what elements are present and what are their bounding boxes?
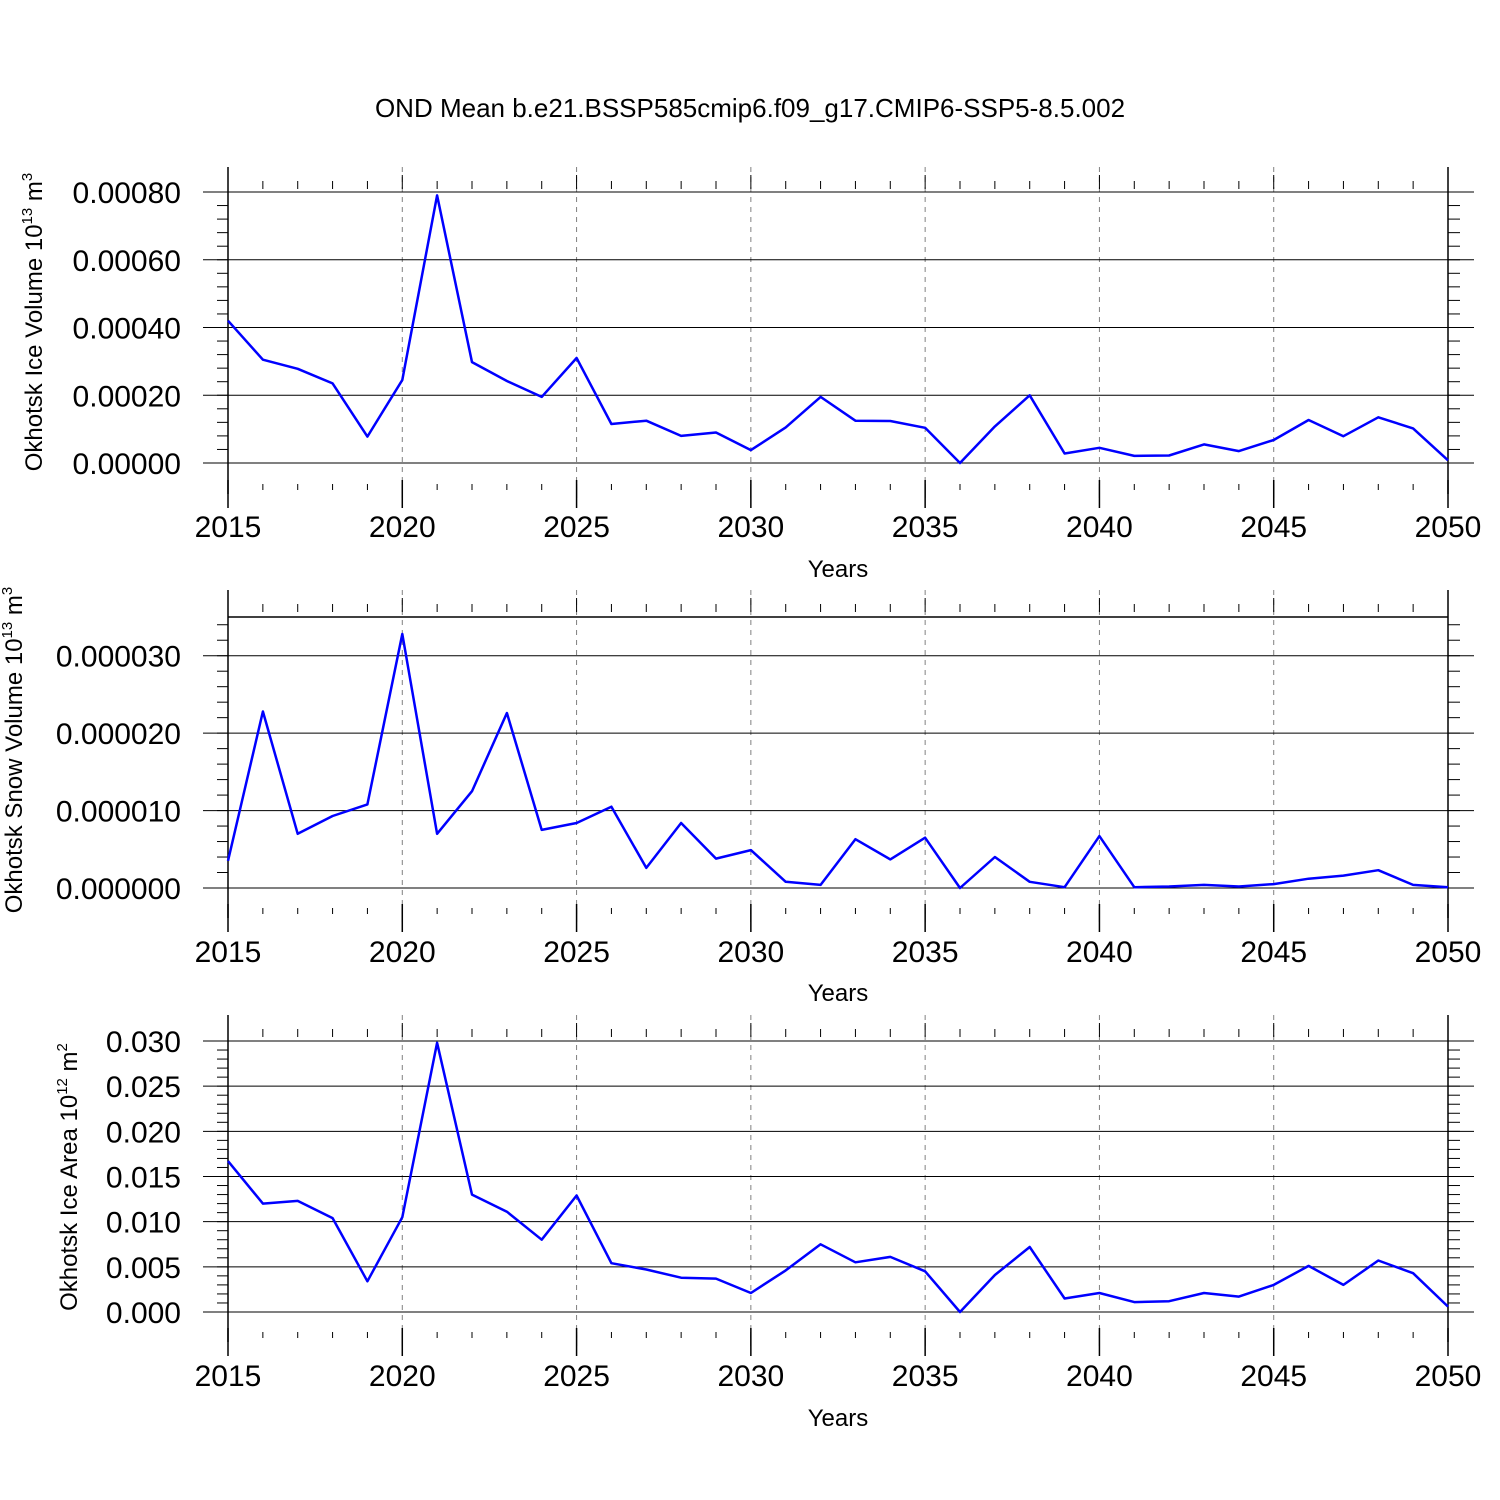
x-tick-label: 2020 xyxy=(369,936,436,969)
x-tick-label: 2015 xyxy=(195,936,262,969)
x-tick-label: 2050 xyxy=(1415,936,1482,969)
y-axis-label-text: Okhotsk Snow Volume 10 xyxy=(1,638,28,913)
y-axis-label-unit: m xyxy=(56,1051,83,1078)
y-tick-label: 0.00020 xyxy=(73,380,181,413)
x-tick-label: 2030 xyxy=(717,936,784,969)
x-tick-label: 2015 xyxy=(195,1360,262,1393)
y-axis-label-text: Okhotsk Ice Area 10 xyxy=(56,1095,83,1311)
chart-title: OND Mean b.e21.BSSP585cmip6.f09_g17.CMIP… xyxy=(375,93,1125,123)
x-tick-label: 2045 xyxy=(1240,936,1307,969)
series-line xyxy=(227,194,1449,465)
y-tick-label: 0.010 xyxy=(106,1207,181,1240)
y-tick-label: 0.000000 xyxy=(56,873,181,906)
x-tick-label: 2035 xyxy=(892,936,959,969)
y-axis-label-unit: m xyxy=(1,595,28,622)
x-tick-label: 2040 xyxy=(1066,1360,1133,1393)
x-tick-label: 2015 xyxy=(195,511,262,544)
x-tick-label: 2050 xyxy=(1415,1360,1482,1393)
y-tick-label: 0.025 xyxy=(106,1071,181,1104)
x-axis-label: Years xyxy=(808,980,869,1007)
y-tick-label: 0.00040 xyxy=(73,313,181,346)
x-tick-label: 2025 xyxy=(543,1360,610,1393)
x-tick-label: 2045 xyxy=(1240,511,1307,544)
y-tick-label: 0.00060 xyxy=(73,245,181,278)
series-line xyxy=(226,632,1449,890)
y-axis-label-exponent: 12 xyxy=(54,1078,71,1095)
x-tick-label: 2025 xyxy=(543,936,610,969)
y-axis-label-unit-exponent: 2 xyxy=(54,1043,71,1051)
y-axis-label-exponent: 13 xyxy=(19,208,36,225)
series-line xyxy=(227,1041,1449,1314)
panel-snow-volume: 0.000000 0.000010 0.000020 0.000030 2015 2020… xyxy=(0,587,1481,1007)
x-tick-label: 2030 xyxy=(717,1360,784,1393)
x-axis-label: Years xyxy=(808,556,869,583)
y-tick-label: 0.015 xyxy=(106,1162,181,1195)
x-tick-label: 2050 xyxy=(1415,511,1482,544)
x-tick-label: 2040 xyxy=(1066,511,1133,544)
y-tick-label: 0.000010 xyxy=(56,796,181,829)
y-axis-label: Okhotsk Snow Volume 1013 m3 xyxy=(0,587,28,914)
x-tick-label: 2040 xyxy=(1066,936,1133,969)
y-axis-label-unit-exponent: 3 xyxy=(0,587,16,595)
y-tick-label: 0.020 xyxy=(106,1116,181,1149)
y-tick-label: 0.005 xyxy=(106,1252,181,1285)
y-axis-label: Okhotsk Ice Volume 1013 m3 xyxy=(19,173,48,472)
x-tick-label: 2020 xyxy=(369,1360,436,1393)
x-tick-label: 2035 xyxy=(892,1360,959,1393)
x-tick-label: 2045 xyxy=(1240,1360,1307,1393)
y-tick-label: 0.00080 xyxy=(73,177,181,210)
y-tick-label: 0.000030 xyxy=(56,641,181,674)
x-axis-label: Years xyxy=(808,1405,869,1432)
y-axis-label-unit: m xyxy=(21,181,48,208)
x-tick-label: 2020 xyxy=(369,511,436,544)
y-axis-label-unit-exponent: 3 xyxy=(19,173,36,181)
x-tick-label: 2030 xyxy=(717,511,784,544)
panel-ice-area: 0.000 0.005 0.010 0.015 0.020 0.025 0.030 2015 2… xyxy=(54,1015,1481,1432)
x-tick-label: 2035 xyxy=(892,511,959,544)
y-tick-label: 0.000020 xyxy=(56,718,181,751)
y-tick-label: 0.000 xyxy=(106,1297,181,1330)
y-tick-label: 0.00000 xyxy=(73,448,181,481)
y-axis-label-text: Okhotsk Ice Volume 10 xyxy=(21,224,48,471)
y-axis-label-exponent: 13 xyxy=(0,622,16,639)
y-tick-label: 0.030 xyxy=(106,1026,181,1059)
y-axis-label: Okhotsk Ice Area 1012 m2 xyxy=(54,1043,83,1311)
x-tick-label: 2025 xyxy=(543,511,610,544)
panel-ice-volume: 0.00000 0.00020 0.00040 0.00060 0.00080 2015 2… xyxy=(19,167,1481,583)
